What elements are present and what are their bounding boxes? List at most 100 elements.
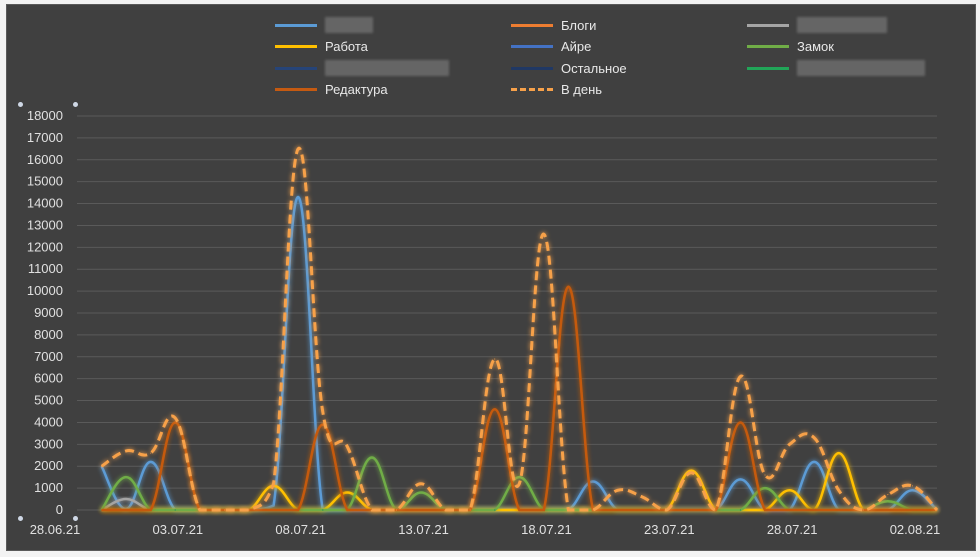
data-point bbox=[567, 286, 569, 288]
data-point bbox=[887, 500, 889, 502]
data-point bbox=[617, 509, 619, 511]
data-point bbox=[887, 509, 889, 511]
data-point bbox=[420, 491, 422, 493]
redacted-label bbox=[325, 17, 373, 33]
data-point bbox=[666, 509, 668, 511]
data-point bbox=[174, 421, 176, 423]
data-point bbox=[297, 148, 299, 150]
data-point bbox=[101, 465, 103, 467]
y-tick-label: 1000 bbox=[34, 480, 63, 495]
data-point bbox=[838, 509, 840, 511]
y-tick-label: 14000 bbox=[27, 196, 63, 211]
y-tick-label: 11000 bbox=[28, 261, 63, 276]
selection-handle[interactable] bbox=[18, 102, 23, 107]
legend-entry[interactable] bbox=[747, 58, 925, 78]
legend-entry[interactable]: Замок bbox=[747, 37, 834, 57]
data-point bbox=[346, 446, 348, 448]
data-point bbox=[764, 509, 766, 511]
series-line-0[interactable] bbox=[100, 195, 938, 512]
data-point bbox=[273, 505, 275, 507]
data-point bbox=[641, 509, 643, 511]
data-point bbox=[322, 411, 324, 412]
data-point bbox=[911, 485, 913, 487]
data-point bbox=[174, 509, 176, 511]
data-point bbox=[690, 470, 692, 472]
data-point bbox=[715, 509, 717, 511]
legend-entry[interactable]: Работа bbox=[275, 37, 368, 57]
legend-entry[interactable]: Блоги bbox=[511, 15, 596, 35]
data-point bbox=[592, 509, 594, 511]
legend-swatch bbox=[747, 66, 789, 70]
legend-swatch bbox=[747, 23, 789, 27]
data-point bbox=[936, 509, 938, 511]
legend-entry[interactable] bbox=[275, 15, 373, 35]
data-point bbox=[150, 452, 152, 454]
data-point bbox=[789, 443, 791, 445]
data-point bbox=[469, 509, 471, 511]
data-point bbox=[690, 509, 692, 511]
data-point bbox=[297, 196, 299, 198]
series-line-10[interactable] bbox=[100, 147, 939, 512]
legend-label: Айре bbox=[561, 39, 592, 54]
data-point bbox=[322, 424, 324, 426]
data-point bbox=[101, 509, 103, 511]
y-tick-label: 7000 bbox=[34, 349, 63, 364]
data-point bbox=[813, 509, 815, 511]
legend-swatch bbox=[275, 66, 317, 70]
legend-entry[interactable] bbox=[747, 15, 887, 35]
data-point bbox=[592, 481, 594, 483]
x-tick-label: 23.07.21 bbox=[644, 522, 695, 537]
selection-handle[interactable] bbox=[73, 102, 78, 107]
data-point bbox=[125, 498, 127, 500]
data-point bbox=[273, 509, 275, 511]
legend-entry[interactable]: В день bbox=[511, 80, 602, 100]
y-tick-label: 0 bbox=[56, 502, 63, 517]
data-point bbox=[125, 476, 127, 478]
data-point bbox=[420, 483, 422, 485]
data-point bbox=[641, 496, 643, 498]
data-point bbox=[789, 509, 791, 511]
y-tick-label: 6000 bbox=[34, 371, 63, 386]
legend-swatch bbox=[511, 66, 553, 70]
legend-entry[interactable]: Редактура bbox=[275, 80, 388, 100]
data-point bbox=[273, 483, 275, 485]
x-tick-label: 03.07.21 bbox=[153, 522, 204, 537]
y-tick-label: 9000 bbox=[34, 305, 63, 320]
y-tick-label: 18000 bbox=[27, 108, 63, 123]
y-tick-label: 13000 bbox=[27, 217, 63, 232]
y-tick-label: 15000 bbox=[27, 174, 63, 189]
data-point bbox=[911, 489, 913, 491]
y-tick-label: 10000 bbox=[27, 283, 63, 298]
data-point bbox=[838, 452, 840, 454]
data-point bbox=[371, 509, 373, 511]
legend-entry[interactable]: Остальное bbox=[511, 58, 627, 78]
data-point bbox=[739, 375, 741, 377]
x-tick-label: 08.07.21 bbox=[275, 522, 326, 537]
data-point bbox=[494, 358, 496, 360]
data-point bbox=[297, 509, 299, 511]
x-tick-label: 02.08.21 bbox=[890, 522, 941, 537]
data-point bbox=[371, 456, 373, 458]
y-tick-label: 2000 bbox=[34, 458, 63, 473]
legend-swatch bbox=[275, 23, 317, 27]
data-point bbox=[494, 509, 496, 511]
data-point bbox=[346, 509, 348, 511]
y-tick-label: 12000 bbox=[27, 239, 63, 254]
data-point bbox=[125, 450, 127, 452]
data-point bbox=[617, 489, 619, 491]
data-point bbox=[518, 476, 520, 478]
redacted-label bbox=[325, 60, 449, 76]
chart-area[interactable]: Блоги Работа Айре Замок Остальное Редактура В … bbox=[6, 4, 976, 551]
y-tick-label: 5000 bbox=[34, 393, 63, 408]
legend-swatch bbox=[275, 88, 317, 91]
legend-entry[interactable]: Айре bbox=[511, 37, 591, 57]
data-point bbox=[322, 509, 324, 511]
selection-handle[interactable] bbox=[18, 516, 23, 521]
data-point bbox=[887, 494, 889, 496]
legend-entry[interactable] bbox=[275, 58, 449, 78]
y-tick-label: 17000 bbox=[27, 130, 63, 145]
selection-handle[interactable] bbox=[73, 516, 78, 521]
data-point bbox=[346, 491, 348, 493]
redacted-label bbox=[797, 60, 925, 76]
legend-label: Замок bbox=[797, 39, 834, 54]
